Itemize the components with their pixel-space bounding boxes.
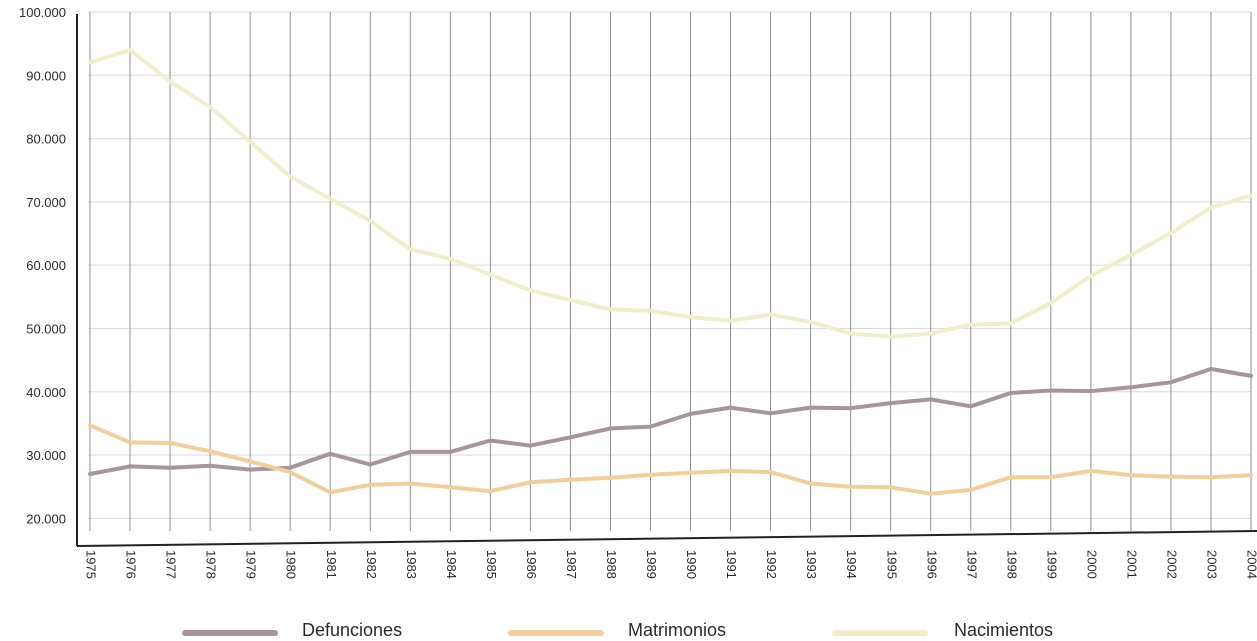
x-tick-label: 1994 [844,550,859,579]
axes [77,14,1257,546]
x-tick-label: 1998 [1004,550,1019,579]
x-axis-line [77,531,1257,546]
x-tick-label: 1977 [164,550,179,579]
x-tick-label: 1981 [324,550,339,579]
x-tick-label: 1976 [124,550,139,579]
line-chart: 20.000 30.000 40.000 50.000 60.000 70.000 80.0… [0,0,1257,612]
x-tick-label: 1979 [244,550,259,579]
x-tick-label: 1986 [524,550,539,579]
legend-label-matrimonios: Matrimonios [628,620,726,641]
legend: Defunciones Matrimonios Nacimientos [0,612,1257,641]
y-tick-label: 80.000 [26,132,66,147]
x-tick-label: 1990 [684,550,699,579]
x-tick-label: 1996 [924,550,939,579]
x-tick-label: 1999 [1044,550,1059,579]
x-tick-label: 1988 [604,550,619,579]
legend-item-matrimonios: Matrimonios [508,612,788,641]
y-tick-label: 70.000 [26,195,66,210]
x-tick-label: 2004 [1245,550,1257,579]
x-tick-label: 1992 [764,550,779,579]
x-tick-label: 2000 [1084,550,1099,579]
y-tick-label: 50.000 [26,321,66,336]
x-tick-label: 2003 [1205,550,1220,579]
series-lines [90,50,1251,494]
x-tick-label: 1993 [804,550,819,579]
x-tick-label: 1982 [364,550,379,579]
series-line-matrimonios [90,425,1251,493]
grid-lines [88,12,1251,531]
x-tick-label: 1984 [444,550,459,579]
x-tick-label: 1980 [284,550,299,579]
x-tick-label: 1985 [484,550,499,579]
x-tick-label: 1983 [404,550,419,579]
x-tick-label: 2001 [1124,550,1139,579]
series-line-nacimientos [90,50,1251,337]
series-line-defunciones [90,369,1251,474]
legend-swatch-defunciones [182,630,278,636]
legend-item-defunciones: Defunciones [182,612,442,641]
x-tick-label: 1989 [644,550,659,579]
legend-label-defunciones: Defunciones [302,620,402,641]
y-tick-label: 90.000 [26,68,66,83]
y-tick-label: 30.000 [26,448,66,463]
legend-swatch-nacimientos [832,630,928,636]
y-tick-label: 60.000 [26,258,66,273]
x-tick-labels: 1975 1976 1977 1978 1979 1980 1981 1982 1983 1984… [84,550,1257,579]
x-tick-label: 1991 [724,550,739,579]
x-tick-label: 1995 [884,550,899,579]
legend-swatch-matrimonios [508,630,604,636]
x-tick-label: 1978 [204,550,219,579]
x-tick-label: 1987 [564,550,579,579]
y-tick-label: 100.000 [19,5,66,20]
y-tick-label: 40.000 [26,385,66,400]
x-tick-label: 2002 [1164,550,1179,579]
y-tick-labels: 20.000 30.000 40.000 50.000 60.000 70.000 80.0… [19,5,66,526]
x-tick-label: 1975 [84,550,99,579]
x-tick-label: 1997 [964,550,979,579]
legend-label-nacimientos: Nacimientos [954,620,1053,641]
legend-item-nacimientos: Nacimientos [832,612,1132,641]
y-tick-label: 20.000 [26,511,66,526]
